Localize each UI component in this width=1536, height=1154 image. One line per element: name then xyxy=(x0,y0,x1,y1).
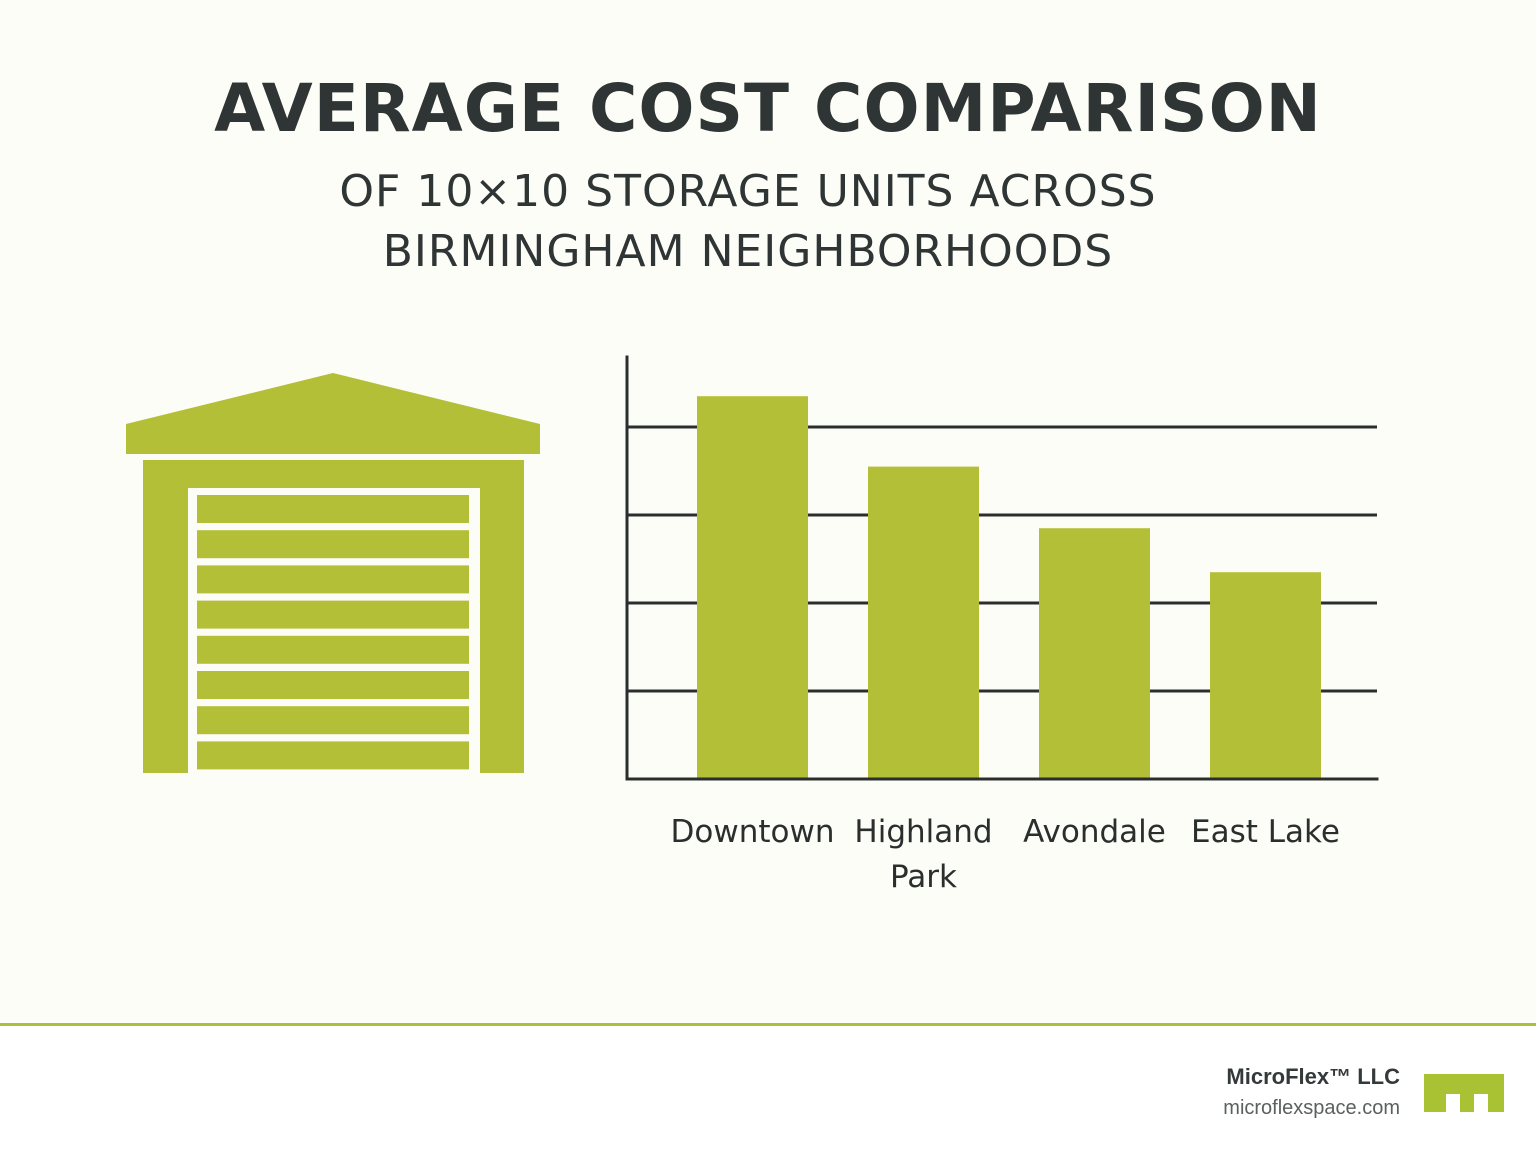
category-label: Highland xyxy=(854,814,992,850)
category-label: East Lake xyxy=(1191,814,1340,850)
microflex-logo-icon xyxy=(1424,1074,1504,1112)
category-label: Park xyxy=(890,859,957,895)
door-slat xyxy=(197,741,469,770)
category-labels: Downtown Highland Park Avondale East Lake xyxy=(671,814,1340,895)
door-slat xyxy=(197,635,469,664)
storage-unit-icon xyxy=(126,373,540,775)
axes xyxy=(625,355,1379,781)
bar-chart: Downtown Highland Park Avondale East Lake xyxy=(625,355,1379,895)
footer-divider xyxy=(0,1023,1536,1026)
door-slat xyxy=(197,495,469,523)
door-slat xyxy=(197,671,469,699)
category-label: Avondale xyxy=(1023,814,1166,850)
bar xyxy=(868,466,979,779)
bars xyxy=(697,396,1321,779)
roof-shape xyxy=(126,373,540,454)
door-slat xyxy=(197,565,469,594)
chart-subtitle: OF 10×10 STORAGE UNITS ACROSS BIRMINGHAM… xyxy=(0,162,1496,282)
bar xyxy=(1039,528,1150,779)
door-slat xyxy=(197,600,469,629)
bar xyxy=(1210,572,1321,779)
subtitle-line-2: BIRMINGHAM NEIGHBORHOODS xyxy=(382,226,1114,277)
chart-title: AVERAGE COST COMPARISON xyxy=(214,70,1322,147)
category-label: Downtown xyxy=(671,814,835,850)
door-slat xyxy=(197,706,469,735)
door-slat xyxy=(197,530,469,559)
company-name: MicroFlex™ LLC xyxy=(1226,1064,1400,1089)
bar xyxy=(697,396,808,779)
garage-door xyxy=(197,495,469,770)
company-website: microflexspace.com xyxy=(1223,1097,1400,1119)
footer xyxy=(0,1026,1536,1154)
subtitle-line-1: OF 10×10 STORAGE UNITS ACROSS xyxy=(339,166,1157,217)
